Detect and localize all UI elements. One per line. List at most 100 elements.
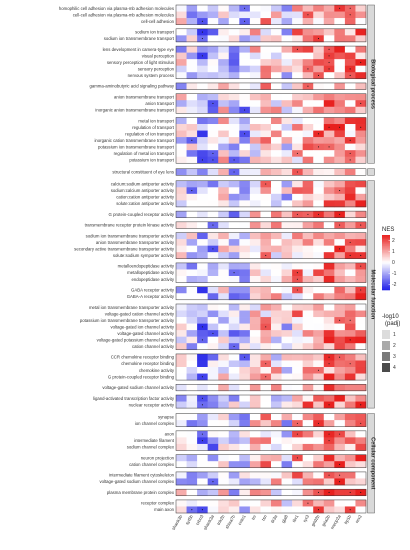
heatmap-cell bbox=[271, 323, 282, 331]
significance-marker bbox=[328, 68, 330, 70]
heatmap-cell bbox=[186, 5, 198, 12]
section-strips: Biological process Molecular function Cell… bbox=[367, 4, 376, 514]
heatmap-cell bbox=[313, 117, 325, 125]
heatmap-cell bbox=[323, 336, 335, 344]
heatmap-cell bbox=[334, 506, 346, 514]
heatmap-cell bbox=[334, 239, 346, 246]
heatmap-cell bbox=[281, 11, 293, 19]
heatmap-cell bbox=[249, 293, 261, 301]
heatmap-cell bbox=[355, 93, 367, 101]
heatmap-cell bbox=[186, 93, 198, 101]
heatmap-cell bbox=[207, 499, 219, 507]
fill-legend-key bbox=[382, 352, 390, 361]
heatmap-cell bbox=[292, 413, 303, 421]
heatmap-cell bbox=[207, 384, 219, 392]
heatmap-cell bbox=[302, 420, 314, 427]
heatmap-cell bbox=[313, 59, 325, 66]
heatmap-cell bbox=[249, 150, 261, 157]
significance-marker bbox=[265, 326, 267, 328]
significance-marker bbox=[360, 491, 362, 494]
heatmap-cell bbox=[186, 232, 198, 240]
term-label: plasma membrane protein complex bbox=[107, 490, 175, 495]
heatmap-cell bbox=[355, 437, 367, 445]
heatmap-cell bbox=[334, 93, 346, 101]
heatmap-cell bbox=[197, 180, 208, 188]
term-label: secondary active transmembrane transport… bbox=[74, 246, 175, 251]
heatmap-cell bbox=[355, 373, 367, 381]
heatmap-cell bbox=[313, 180, 325, 188]
heatmap-cell bbox=[176, 478, 187, 486]
term-label: sodium channel complex bbox=[127, 445, 175, 450]
heatmap-cell bbox=[281, 65, 293, 73]
heatmap-cell bbox=[260, 275, 272, 283]
heatmap-cell bbox=[323, 106, 335, 114]
heatmap-cell bbox=[176, 401, 187, 409]
heatmap-cell bbox=[292, 478, 303, 486]
heatmap-cell bbox=[239, 454, 251, 462]
heatmap-panels bbox=[175, 4, 367, 514]
term-label: nervous system process bbox=[128, 73, 174, 78]
heatmap-cell bbox=[323, 18, 335, 25]
heatmap-cell bbox=[281, 221, 293, 229]
heatmap-cell bbox=[334, 168, 346, 176]
heatmap-cell bbox=[355, 168, 367, 176]
heatmap-cell bbox=[239, 100, 251, 108]
heatmap-cell bbox=[281, 72, 293, 80]
heatmap-cell bbox=[302, 28, 314, 36]
heatmap-cell bbox=[323, 117, 335, 125]
heatmap-panel bbox=[175, 210, 367, 218]
heatmap-cell bbox=[281, 395, 293, 402]
heatmap-cell bbox=[186, 11, 198, 19]
heatmap-cell bbox=[239, 430, 251, 438]
heatmap-cell bbox=[302, 239, 314, 246]
heatmap-cell bbox=[271, 5, 282, 12]
heatmap-cell bbox=[207, 143, 219, 151]
heatmap-cell bbox=[228, 106, 240, 114]
significance-marker bbox=[360, 265, 362, 267]
heatmap-cell bbox=[249, 384, 261, 392]
heatmap-cell bbox=[176, 303, 187, 311]
heatmap-cell bbox=[302, 130, 314, 138]
heatmap-cell bbox=[302, 106, 314, 114]
significance-marker bbox=[317, 213, 320, 215]
heatmap-cell bbox=[186, 489, 198, 497]
heatmap-cell bbox=[355, 239, 367, 246]
heatmap-cell bbox=[228, 506, 240, 514]
heatmap-cell bbox=[218, 100, 230, 108]
heatmap-cell bbox=[218, 72, 230, 80]
heatmap-cell bbox=[260, 5, 272, 12]
heatmap-cell bbox=[334, 106, 346, 114]
heatmap-cell bbox=[344, 367, 356, 374]
x-tick-label: tnk2b bbox=[216, 514, 226, 526]
heatmap-cell bbox=[313, 303, 325, 311]
heatmap-cell bbox=[218, 193, 230, 201]
significance-marker bbox=[307, 85, 309, 87]
term-label: sodium ion transmembrane transporter act… bbox=[86, 233, 175, 238]
heatmap-cell bbox=[344, 82, 356, 90]
heatmap-cell bbox=[271, 124, 282, 131]
significance-marker bbox=[244, 109, 246, 111]
heatmap-cell bbox=[260, 117, 272, 125]
heatmap-cell bbox=[197, 413, 208, 421]
heatmap-cell bbox=[239, 221, 251, 229]
heatmap-cell bbox=[228, 317, 240, 324]
strip-background bbox=[367, 180, 375, 409]
heatmap-cell bbox=[260, 100, 272, 108]
heatmap-cell bbox=[207, 193, 219, 201]
significance-marker bbox=[201, 339, 203, 341]
heatmap-panel bbox=[175, 286, 367, 301]
term-label: regulation of metal ion transport bbox=[114, 151, 175, 156]
heatmap-cell bbox=[313, 310, 325, 318]
significance-marker bbox=[201, 433, 203, 435]
heatmap-cell bbox=[176, 430, 187, 438]
heatmap-cell bbox=[239, 245, 251, 253]
heatmap-cell bbox=[260, 454, 272, 462]
heatmap-cell bbox=[197, 200, 208, 208]
term-label: cation channel activity bbox=[132, 344, 175, 349]
heatmap-cell bbox=[176, 124, 187, 131]
heatmap-cell bbox=[197, 168, 208, 176]
heatmap-cell bbox=[207, 353, 219, 361]
heatmap-cell bbox=[271, 180, 282, 188]
heatmap-cell bbox=[176, 330, 187, 337]
heatmap-cell bbox=[186, 401, 198, 409]
